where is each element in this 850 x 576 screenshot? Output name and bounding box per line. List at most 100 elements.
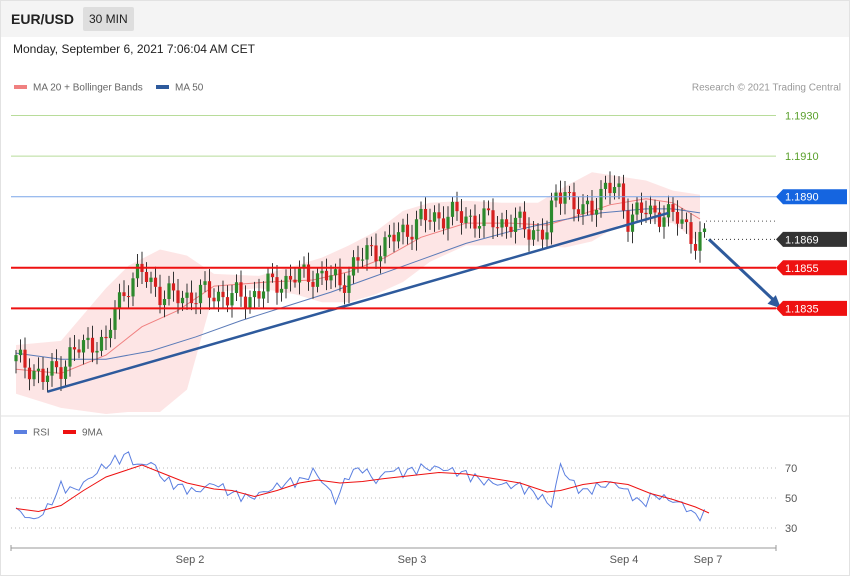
candle-body [95, 350, 99, 353]
candle-body [653, 205, 657, 213]
candle-body [158, 286, 162, 306]
candle-body [54, 361, 59, 368]
candle-body [594, 210, 599, 215]
rsi-line [15, 451, 705, 522]
candle-body [212, 297, 216, 302]
candle-body [180, 297, 185, 304]
candle-body [666, 204, 671, 218]
candle-body [59, 367, 63, 379]
projection-arrow-head [767, 295, 781, 309]
candle-body [333, 269, 338, 276]
candle-body [626, 210, 630, 232]
candle-body [518, 211, 522, 218]
candle-body [405, 224, 410, 237]
candle-body [302, 264, 306, 269]
candle-body [117, 292, 122, 308]
x-axis: Sep 2 Sep 3 Sep 4 Sep 7 [10, 545, 777, 566]
candle-body [464, 216, 468, 223]
candle-body [306, 264, 311, 282]
candle-body [86, 337, 90, 341]
legend-swatch-rsi [14, 430, 27, 434]
candle-body [572, 192, 576, 210]
candle-body [378, 256, 383, 262]
candle-body [455, 201, 459, 212]
candle-body [275, 277, 279, 293]
rsi-level-label: 70 [785, 463, 797, 475]
candle-body [369, 245, 374, 247]
candle-body [662, 217, 666, 227]
candle-body [635, 202, 639, 215]
candle-body [459, 211, 464, 223]
candle-body [437, 212, 441, 219]
price-levels: 1.1930 1.1910 1.1890 1.1869 1.1855 1.1835 [11, 110, 847, 316]
candle-body [563, 192, 567, 204]
legend-swatch-ma50 [156, 85, 169, 89]
candle-body [293, 279, 297, 283]
level-tag [776, 300, 847, 316]
candle-body [239, 282, 243, 297]
candle-body [23, 349, 27, 368]
candle-body [36, 368, 41, 371]
candle-body [347, 275, 351, 293]
candle-body [450, 201, 455, 217]
support-trendline [47, 211, 669, 393]
candle-body [41, 368, 45, 383]
timeframe-badge[interactable]: 30 MIN [83, 7, 134, 31]
ma50-line [15, 208, 701, 360]
candle-body [113, 307, 117, 330]
candle-body [401, 224, 405, 233]
candle-body [27, 367, 32, 380]
candle-body [72, 347, 77, 350]
rsi-plot: 70 50 30 [11, 451, 797, 535]
candle-body [63, 366, 68, 379]
candle-body [603, 182, 608, 189]
x-tick-label: Sep 7 [694, 554, 723, 566]
candle-body [68, 347, 72, 367]
symbol-title: EUR/USD [11, 11, 75, 27]
candle-body [261, 291, 266, 299]
candle-body [45, 375, 50, 383]
candle-body [392, 234, 396, 242]
candle-body [491, 210, 495, 228]
candle-body [527, 229, 531, 240]
candle-body [486, 208, 491, 211]
rsi-level-label: 30 [785, 523, 797, 535]
candle-body [419, 208, 423, 220]
candle-body [698, 232, 702, 251]
candle-body [162, 299, 167, 306]
candle-body [549, 200, 554, 233]
level-label: 1.1869 [785, 234, 819, 246]
candle-body [495, 227, 500, 229]
level-label: 1.1835 [785, 303, 819, 315]
candle-body [288, 275, 293, 280]
rsi-legend: RSI 9MA [14, 428, 103, 439]
candle-body [428, 220, 432, 222]
candle-body [324, 270, 329, 281]
level-tag [776, 231, 847, 247]
price-plot [14, 171, 781, 414]
candle-body [90, 337, 95, 353]
x-tick-label: Sep 4 [610, 554, 639, 566]
candle-body [509, 226, 513, 232]
candle-body [684, 219, 689, 223]
candle-body [176, 290, 180, 304]
candle-body [270, 273, 275, 278]
candle-body [230, 293, 234, 306]
candle-body [585, 200, 590, 205]
candle-body [122, 292, 126, 297]
candle-body [383, 237, 387, 257]
candle-body [414, 219, 419, 240]
candle-body [153, 277, 158, 287]
candle-body [680, 219, 684, 224]
candle-body [671, 204, 675, 212]
candle-body [185, 292, 189, 298]
candle-body [576, 209, 581, 215]
candle-body [216, 291, 221, 302]
candle-body [536, 229, 540, 231]
candle-body [423, 208, 428, 221]
candle-body [144, 271, 149, 282]
candle-body [279, 288, 284, 293]
legend-swatch-9ma [63, 430, 76, 434]
